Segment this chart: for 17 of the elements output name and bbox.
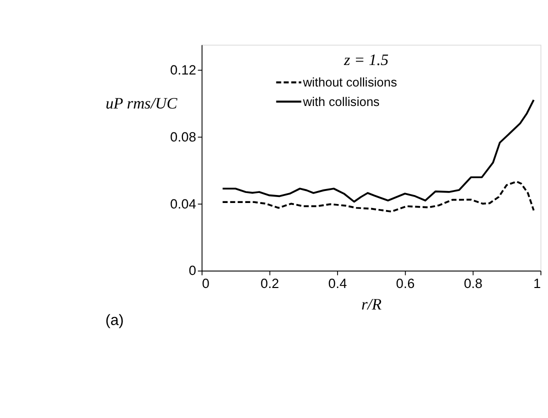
legend-label: with collisions: [302, 94, 380, 109]
y-axis-title: uP rms/UC: [106, 95, 178, 112]
x-axis-title: r/R: [361, 296, 382, 314]
line-series: [222, 180, 535, 212]
legend-label: without collisions: [302, 76, 397, 90]
x-tick-label: 1: [533, 276, 541, 291]
y-tick-label: 0.12: [170, 62, 196, 78]
y-tick-label: 0: [188, 263, 196, 278]
y-tick-label: 0.08: [170, 129, 196, 144]
x-tick-label: 0: [202, 276, 210, 291]
text: (a): [105, 312, 124, 330]
annotation: z = 1.5: [342, 52, 389, 69]
y-tick-label: 0.04: [170, 196, 197, 212]
x-tick-label: 0.4: [328, 276, 348, 291]
x-tick-label: 0.2: [260, 276, 280, 291]
x-tick-label: 0.8: [464, 276, 482, 291]
x-tick-label: 0.6: [396, 276, 415, 291]
